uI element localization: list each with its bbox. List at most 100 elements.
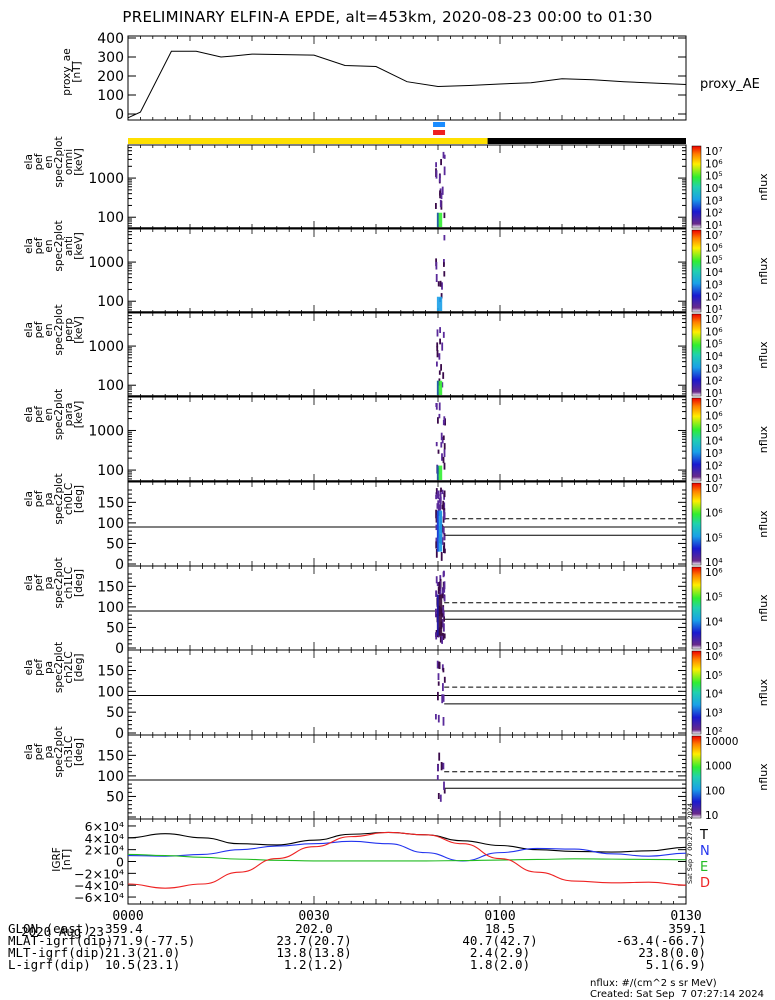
panel-perp-intensity-block — [436, 380, 443, 395]
panel-ch0LC-colorbar-label: nflux — [757, 510, 770, 538]
panel-perp-data-cell — [441, 382, 444, 388]
panel-ch0LC-colorbar-tick: 10⁷ — [705, 483, 723, 495]
panel-para-colorbar-tick: 10⁵ — [705, 423, 723, 435]
panel-omni-data-cell — [435, 162, 437, 168]
panel-perp-data-cell — [438, 370, 441, 375]
panel-omni-data-cell — [435, 170, 438, 179]
panel-ch1LC-data-cell — [439, 575, 442, 581]
panel-ch1LC-data-cell — [435, 576, 438, 584]
panel-anti-colorbar-tick: 10⁵ — [705, 255, 723, 267]
panel-ch0LC-data-cell — [442, 526, 445, 535]
panel-anti-data-cell — [441, 282, 443, 290]
footer-row-value: -63.4(-66.7) — [616, 933, 706, 948]
panel-ch2LC-ytick-label: 150 — [97, 664, 124, 680]
footer-row-value: 23.8(0.0) — [638, 945, 706, 960]
panel-ch0LC-ytick-label: 0 — [115, 557, 124, 573]
panel-ch0LC-colorbar — [691, 482, 702, 566]
panel-ch3LC-colorbar-tick: 10 — [705, 810, 718, 822]
panel-ch0LC-ytick-label: 100 — [97, 516, 124, 532]
panel-ch0LC-data-cell — [441, 538, 444, 543]
panel-ch2LC-data-cell — [442, 717, 445, 726]
footer-row-value: 202.0 — [295, 921, 333, 936]
panel-para-data-cell — [435, 442, 438, 447]
panel-para-colorbar-tick: 10³ — [705, 448, 723, 460]
panel-ch3LC-ylabel: elapefpaspec2plotch3LC[deg] — [23, 726, 85, 777]
science-zone-marker — [433, 122, 446, 127]
panel-ch1LC-colorbar-tick: 10³ — [705, 641, 723, 653]
panel-ch1LC-data-cell — [438, 582, 441, 591]
panel-ch0LC-data-cell — [439, 496, 442, 505]
panel-omni-colorbar-tick: 10³ — [705, 195, 723, 207]
igrf-frame — [127, 818, 687, 905]
panel-anti-data-cell — [435, 261, 438, 270]
panel-anti-colorbar-tick: 10⁷ — [705, 230, 723, 242]
igrf-ytick-label: 2×10⁴ — [85, 843, 124, 858]
panel-ch3LC-ytick-label: 50 — [106, 789, 124, 805]
panel-perp-data-cell — [438, 353, 441, 360]
igrf-legend-D: D — [700, 876, 710, 891]
igrf-ytick-label: 4×10⁴ — [85, 831, 124, 846]
panel-ch0LC-data-cell — [443, 510, 445, 519]
panel-ch1LC-colorbar-label: nflux — [757, 594, 770, 622]
panel-ch0LC-data-cell — [435, 524, 438, 531]
panel-ch3LC-data-cell — [437, 793, 440, 800]
panel-ch0LC-data-cell — [443, 502, 446, 511]
panel-ch2LC-data-cell — [442, 667, 445, 673]
panel-para-data-cell — [440, 442, 443, 448]
panel-ch3LC-colorbar-tick: 100 — [705, 785, 725, 797]
panel-ch2LC-data-cell — [435, 714, 437, 720]
panel-anti-colorbar-tick: 10² — [705, 292, 723, 304]
panel-ch1LC-data-cell — [443, 595, 446, 602]
panel-para-data-cell — [443, 443, 446, 450]
panel-ch0LC-data-cell — [443, 545, 445, 554]
panel-ch3LC-data-cell — [437, 764, 439, 771]
footer-row-value: 21.3(21.0) — [105, 945, 180, 960]
panel-perp-data-cell — [440, 364, 442, 371]
panel-omni-intensity-block — [436, 212, 443, 227]
panel-perp-data-cell — [436, 329, 439, 337]
panel-ch2LC-data-cell — [436, 660, 439, 669]
footer-date-row: 2020 Aug 23 — [6, 909, 104, 939]
panel-omni-colorbar-tick: 10⁴ — [705, 183, 723, 195]
panel-omni-data-cell — [438, 174, 441, 183]
panel-ch2LC-data-cell — [437, 681, 440, 686]
xaxis-tick-label: 0130 — [670, 909, 701, 924]
panel-perp-colorbar-tick: 10¹ — [705, 388, 723, 400]
panel-omni-data-cell — [443, 212, 446, 219]
panel-ch0LC-data-cell — [443, 490, 446, 498]
panel-ch1LC-data-cell — [436, 581, 439, 587]
chart-title: PRELIMINARY ELFIN-A EPDE, alt=453km, 202… — [122, 8, 653, 26]
panel-perp-intensity-edge — [436, 380, 439, 395]
panel-ch1LC-intensity-block — [436, 594, 443, 636]
panel-perp-data-cell — [436, 350, 439, 358]
footer-row-value: 18.5 — [485, 921, 515, 936]
proxy-ae-legend: proxy_AE — [700, 77, 760, 92]
proxy-ae-ytick-label: 400 — [97, 31, 124, 47]
panel-ch0LC-ytick-label: 50 — [106, 536, 124, 552]
panel-anti-intensity-block — [436, 296, 443, 311]
panel-perp-colorbar-label: nflux — [757, 341, 770, 369]
xaxis-tick-label: 0100 — [484, 909, 515, 924]
panel-ch0LC-data-cell — [435, 518, 438, 523]
panel-ch3LC-frame — [127, 734, 687, 820]
panel-anti-colorbar-tick: 10⁴ — [705, 267, 723, 279]
panel-ch2LC-ytick-label: 100 — [97, 684, 124, 700]
panel-ch1LC-ytick-label: 50 — [106, 620, 124, 636]
panel-ch0LC-data-cell — [435, 509, 437, 519]
footer-row-value: 1.8(2.0) — [470, 957, 530, 972]
igrf-ytick-label: −4×10⁴ — [74, 878, 124, 893]
panel-ch1LC-data-cell — [442, 633, 445, 640]
panel-anti-colorbar-label: nflux — [757, 257, 770, 285]
panel-para-data-cell — [441, 453, 443, 461]
panel-omni-data-cell — [440, 159, 442, 166]
panel-omni-frame — [127, 144, 687, 230]
panel-para-colorbar-tick: 10² — [705, 461, 723, 473]
panel-anti-colorbar-tick: 10¹ — [705, 304, 723, 316]
panel-ch0LC-data-cell — [437, 491, 440, 496]
panel-perp-ytick-label: 100 — [97, 378, 124, 394]
panel-para-data-cell — [443, 449, 446, 458]
panel-perp-colorbar-tick: 10⁷ — [705, 314, 723, 326]
panel-omni-colorbar — [691, 145, 702, 229]
panel-ch2LC-colorbar-tick: 10² — [705, 726, 723, 738]
panel-perp-colorbar-tick: 10⁴ — [705, 351, 723, 363]
